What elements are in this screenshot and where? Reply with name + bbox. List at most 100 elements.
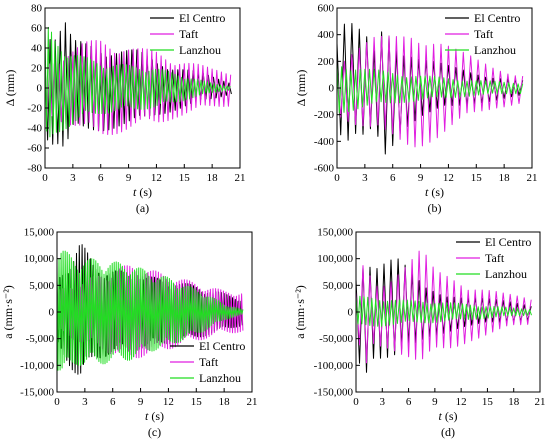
x-axis-variable: t	[145, 409, 149, 423]
legend-label-taft: Taft	[199, 355, 219, 369]
series-line-lanzhou	[356, 295, 532, 327]
y-tick-label: -200	[314, 109, 335, 121]
legend-label-el-centro: El Centro	[485, 235, 531, 249]
x-tick-label: 6	[390, 172, 396, 184]
series-line-taft	[337, 35, 524, 148]
x-axis-unit: (s)	[136, 185, 152, 199]
y-tick-label: -50,000	[319, 333, 353, 345]
legend-label-lanzhou: Lanzhou	[474, 43, 516, 57]
x-tick-label: 6	[98, 172, 104, 184]
x-axis-label: t (s)	[133, 185, 152, 199]
x-tick-label: 15	[471, 172, 483, 184]
x-tick-label: 12	[443, 172, 454, 184]
x-tick-label: 6	[406, 396, 412, 408]
x-tick-label: 6	[110, 396, 116, 408]
legend-label-taft: Taft	[485, 251, 505, 265]
panel-caption: (b)	[428, 201, 442, 215]
legend-label-el-centro: El Centro	[474, 11, 520, 25]
y-tick-label: 0	[348, 307, 354, 319]
x-tick-label: 18	[508, 396, 520, 408]
legend-label-lanzhou: Lanzhou	[485, 267, 527, 281]
legend-label-taft: Taft	[474, 27, 494, 41]
legend: El Centro Taft Lanzhou	[445, 11, 520, 57]
x-tick-label: 15	[191, 396, 203, 408]
x-axis-label: t (s)	[425, 185, 444, 199]
y-tick-label: 50,000	[323, 280, 354, 292]
x-axis-label: t (s)	[145, 409, 164, 423]
y-tick-label: 0	[329, 83, 335, 95]
series-line-lanzhou	[57, 250, 244, 371]
legend-label-el-centro: El Centro	[199, 339, 245, 353]
x-axis-unit: (s)	[428, 185, 444, 199]
y-tick-label: -20	[27, 103, 42, 115]
series-line-lanzhou	[45, 26, 231, 138]
y-axis-label: a (mm·s⁻²)	[1, 285, 15, 339]
x-tick-label: 9	[126, 172, 132, 184]
y-tick-label: 5,000	[29, 280, 54, 292]
panel-caption: (a)	[136, 201, 149, 215]
y-tick-label: 0	[49, 307, 55, 319]
panel-b: 0 3 6 9 12 15 18 21 -600 -400 -200 0 200 400 600 t (s) Δ…	[294, 3, 538, 216]
x-tick-label: 9	[418, 172, 424, 184]
x-tick-label: 21	[535, 396, 546, 408]
x-tick-label: 18	[219, 396, 231, 408]
legend-label-lanzhou: Lanzhou	[179, 43, 221, 57]
series-line-taft	[356, 250, 532, 364]
y-tick-label: 200	[318, 56, 335, 68]
x-tick-label: 0	[353, 396, 359, 408]
x-tick-label: 12	[163, 396, 174, 408]
legend: El Centro Taft Lanzhou	[456, 235, 531, 281]
y-tick-label: -150,000	[314, 387, 354, 399]
y-tick-label: 400	[318, 29, 335, 41]
x-axis-variable: t	[133, 185, 137, 199]
y-tick-label: -600	[314, 163, 335, 175]
y-tick-label: -100,000	[314, 360, 354, 372]
x-tick-label: 21	[527, 172, 538, 184]
x-axis-unit: (s)	[148, 409, 164, 423]
x-tick-label: 0	[54, 396, 60, 408]
x-tick-label: 3	[380, 396, 386, 408]
x-tick-label: 12	[456, 396, 467, 408]
x-tick-label: 0	[42, 172, 48, 184]
x-tick-label: 9	[432, 396, 438, 408]
series-line-lanzhou	[337, 64, 524, 114]
panel-c: 0 3 6 9 12 15 18 21 -15,000 -10,000 -5,000 0 5,000 10…	[1, 227, 258, 440]
y-tick-label: -15,000	[20, 387, 54, 399]
x-tick-label: 0	[334, 172, 340, 184]
x-tick-label: 15	[179, 172, 191, 184]
y-tick-label: 10,000	[24, 253, 55, 265]
x-tick-label: 3	[82, 396, 88, 408]
x-axis-label: t (s)	[438, 409, 457, 423]
x-tick-label: 3	[70, 172, 76, 184]
y-axis-label: a (mm·s⁻²)	[293, 285, 307, 339]
y-tick-label: 40	[31, 43, 43, 55]
panel-caption: (c)	[148, 425, 161, 439]
y-tick-label: 60	[31, 23, 43, 35]
panel-d: 0 3 6 9 12 15 18 21 -150,000 -100,000 -50,000 0 50,0…	[293, 227, 546, 440]
y-tick-label: 150,000	[317, 227, 353, 239]
y-tick-label: -60	[27, 143, 42, 155]
y-tick-label: 80	[31, 3, 43, 15]
x-tick-label: 18	[499, 172, 511, 184]
x-tick-label: 9	[138, 396, 144, 408]
x-axis-variable: t	[425, 185, 429, 199]
legend-label-taft: Taft	[179, 27, 199, 41]
x-tick-label: 12	[151, 172, 162, 184]
y-tick-label: 15,000	[24, 227, 55, 239]
legend: El Centro Taft Lanzhou	[170, 339, 245, 385]
legend-label-lanzhou: Lanzhou	[199, 371, 241, 385]
y-tick-label: -400	[314, 136, 335, 148]
panel-a: 0 3 6 9 12 15 18 21 -80 -60 -40 -20 0 20 40 60 80 t (s) Δ …	[3, 3, 246, 216]
y-axis-label: Δ (mm)	[3, 70, 17, 107]
x-tick-label: 3	[362, 172, 368, 184]
x-axis-variable: t	[438, 409, 442, 423]
y-tick-label: 100,000	[317, 253, 353, 265]
y-tick-label: 20	[31, 63, 43, 75]
y-tick-label: -40	[27, 123, 42, 135]
legend-label-el-centro: El Centro	[179, 11, 225, 25]
x-tick-label: 18	[207, 172, 219, 184]
x-axis-unit: (s)	[442, 409, 458, 423]
x-tick-label: 21	[247, 396, 258, 408]
y-tick-label: -80	[27, 163, 42, 175]
